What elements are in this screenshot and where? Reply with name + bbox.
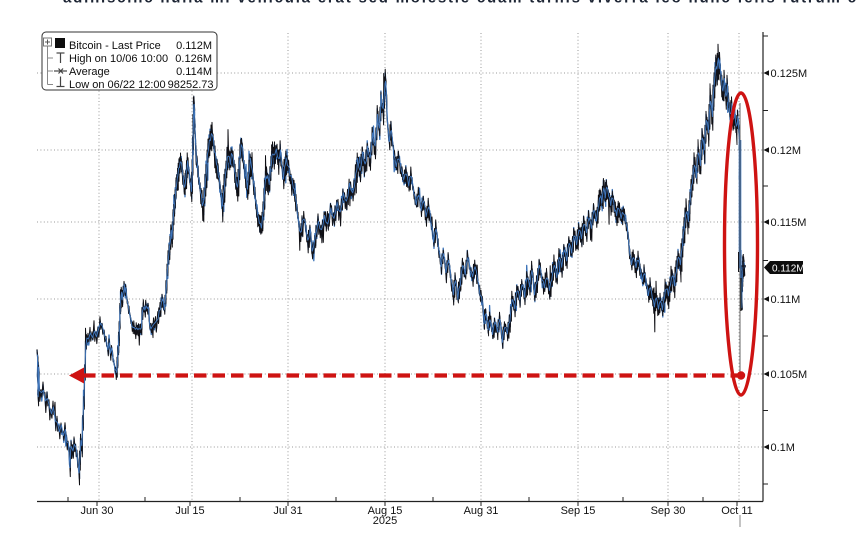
svg-text:0.125M: 0.125M: [771, 68, 808, 80]
svg-text:Jul 15: Jul 15: [175, 505, 204, 517]
svg-text:98252.73: 98252.73: [168, 79, 214, 91]
svg-text:0.112M: 0.112M: [772, 264, 805, 275]
svg-text:0.112M: 0.112M: [176, 40, 212, 52]
svg-text:0.126M: 0.126M: [175, 53, 212, 65]
svg-text:Aug 15: Aug 15: [368, 505, 403, 517]
svg-text:Bitcoin - Last Price: Bitcoin - Last Price: [69, 40, 161, 52]
svg-text:2025: 2025: [373, 515, 397, 527]
svg-text:Jul 31: Jul 31: [273, 505, 302, 517]
svg-text:Sep 15: Sep 15: [561, 505, 596, 517]
svg-text:Low on 06/22 12:00: Low on 06/22 12:00: [69, 79, 166, 91]
svg-text:adiniscinc nulla mi vehicula e: adiniscinc nulla mi vehicula erat sed mo…: [63, 0, 858, 7]
svg-text:Average: Average: [69, 66, 110, 78]
svg-text:High on 10/06 10:00: High on 10/06 10:00: [69, 53, 168, 65]
svg-text:Jun 30: Jun 30: [80, 505, 113, 517]
svg-text:0.11M: 0.11M: [771, 294, 801, 306]
svg-text:0.115M: 0.115M: [771, 217, 807, 229]
svg-text:0.12M: 0.12M: [771, 145, 802, 157]
svg-text:0.105M: 0.105M: [771, 369, 808, 381]
svg-text:Oct 11: Oct 11: [721, 505, 753, 517]
svg-text:Aug 31: Aug 31: [464, 505, 499, 517]
svg-text:0.1M: 0.1M: [771, 442, 795, 454]
svg-text:0.114M: 0.114M: [176, 66, 212, 78]
svg-text:Sep 30: Sep 30: [651, 505, 686, 517]
